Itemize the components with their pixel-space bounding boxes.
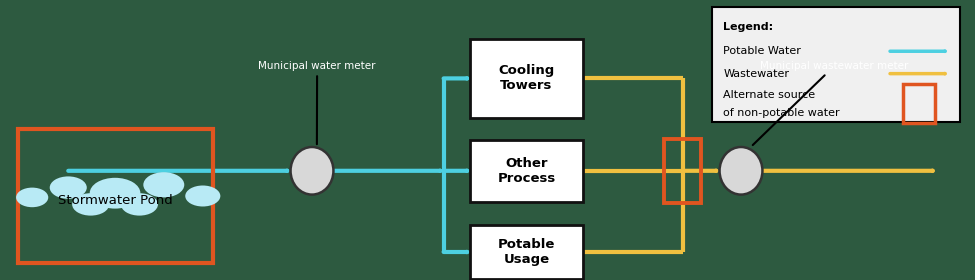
Ellipse shape xyxy=(50,176,87,199)
Ellipse shape xyxy=(90,178,140,209)
Text: Stormwater Pond: Stormwater Pond xyxy=(58,194,173,207)
Text: Wastewater: Wastewater xyxy=(723,69,790,79)
Text: Legend:: Legend: xyxy=(723,22,773,32)
Text: Potable
Usage: Potable Usage xyxy=(498,238,555,266)
Text: Alternate source: Alternate source xyxy=(723,90,815,100)
FancyBboxPatch shape xyxy=(471,225,583,279)
Ellipse shape xyxy=(72,193,109,216)
Ellipse shape xyxy=(16,188,48,207)
Text: of non-potable water: of non-potable water xyxy=(723,108,840,118)
Ellipse shape xyxy=(121,193,158,216)
Text: Potable Water: Potable Water xyxy=(723,46,801,56)
FancyBboxPatch shape xyxy=(712,7,960,122)
FancyBboxPatch shape xyxy=(471,140,583,202)
Text: Municipal water meter: Municipal water meter xyxy=(258,60,376,144)
Ellipse shape xyxy=(291,147,333,195)
FancyBboxPatch shape xyxy=(471,39,583,118)
Text: Other
Process: Other Process xyxy=(497,157,556,185)
Text: Municipal wastewater meter: Municipal wastewater meter xyxy=(753,60,909,145)
Ellipse shape xyxy=(143,172,184,197)
Ellipse shape xyxy=(720,147,762,195)
Text: Cooling
Towers: Cooling Towers xyxy=(498,64,555,92)
Ellipse shape xyxy=(185,186,220,207)
